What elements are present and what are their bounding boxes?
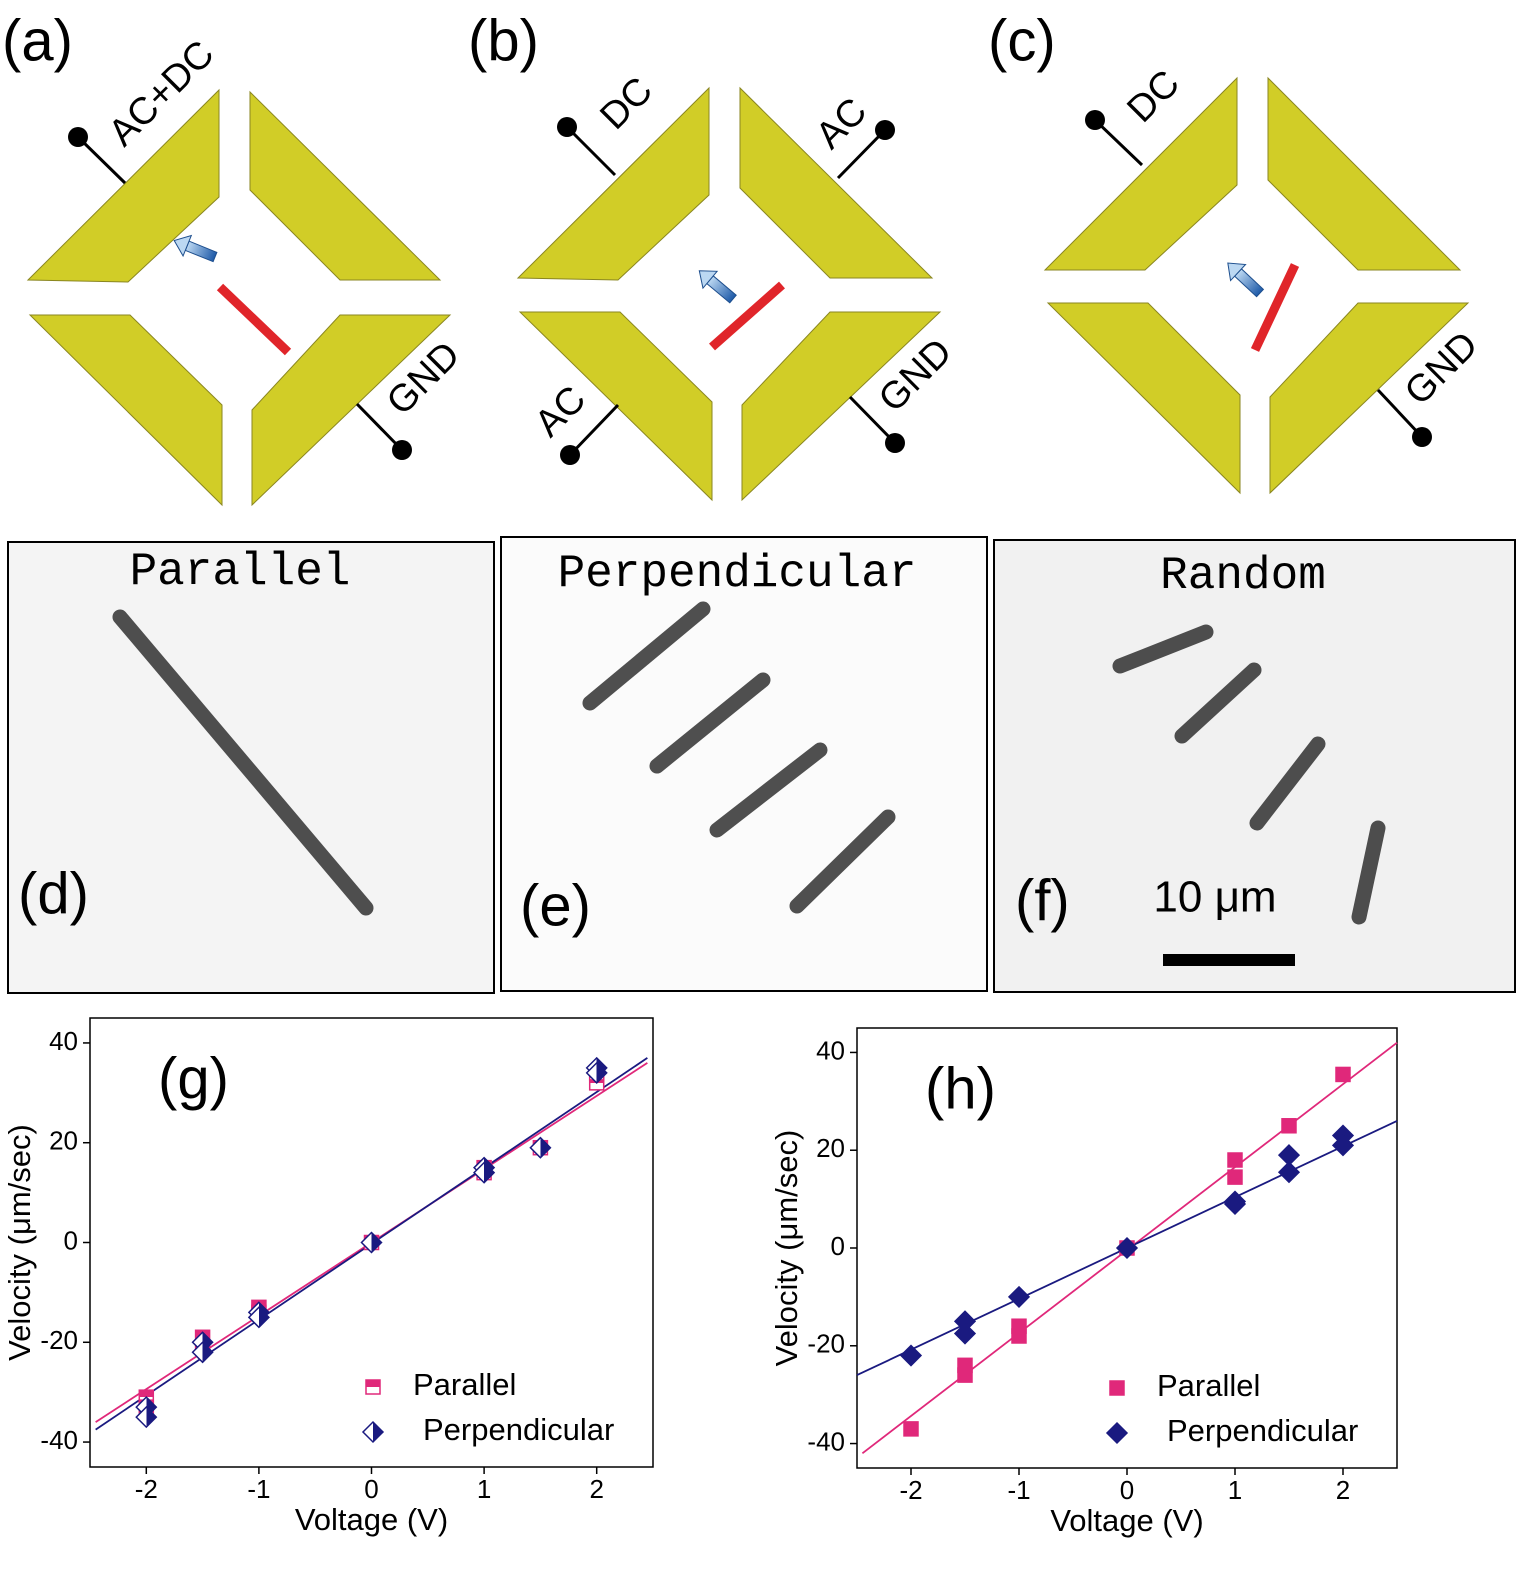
micrograph-e: Perpendicular (e) xyxy=(500,536,988,992)
x-axis-label: Voltage (V) xyxy=(1050,1503,1203,1538)
diagram-b: (b) DC AC AC GND xyxy=(468,8,960,502)
point xyxy=(953,1322,977,1345)
point xyxy=(473,1161,496,1184)
chart: -2 -1 0 1 2 -40 -20 0 20 40 Voltage (V) Velocity (μ… xyxy=(769,1027,1398,1538)
point xyxy=(903,1421,919,1437)
scale-bar-label: 10 μm xyxy=(1153,873,1276,922)
y-tick-label: -20 xyxy=(807,1329,845,1359)
point xyxy=(899,1344,923,1367)
point xyxy=(247,1306,270,1329)
legend-label: Perpendicular xyxy=(1167,1413,1358,1448)
point xyxy=(1277,1161,1301,1184)
y-tick-label: -40 xyxy=(40,1425,78,1455)
panel-label: (b) xyxy=(468,8,539,73)
x-tick-label: 2 xyxy=(1336,1475,1350,1505)
y-tick-label: 20 xyxy=(49,1126,78,1156)
panel-label: (a) xyxy=(2,8,73,73)
point xyxy=(191,1341,214,1364)
point xyxy=(957,1367,973,1383)
micrograph-title: Random xyxy=(1160,550,1326,602)
x-tick-label: 2 xyxy=(589,1474,603,1504)
point xyxy=(1331,1134,1355,1157)
panel-label: (c) xyxy=(988,8,1056,73)
y-tick-label: -40 xyxy=(807,1426,845,1456)
x-axis-label: Voltage (V) xyxy=(295,1502,448,1537)
point xyxy=(1227,1169,1243,1185)
legend-label: Parallel xyxy=(1157,1368,1260,1403)
y-tick-label: 40 xyxy=(816,1035,845,1065)
legend-marker xyxy=(361,1420,385,1444)
y-tick-label: 20 xyxy=(816,1133,845,1163)
point xyxy=(529,1136,552,1159)
legend-marker xyxy=(365,1379,381,1395)
point xyxy=(1227,1152,1243,1168)
diagram-c: (c) DC GND xyxy=(988,8,1486,495)
diagram-a: (a) AC+DC GND xyxy=(2,8,468,507)
x-tick-label: -1 xyxy=(1007,1475,1030,1505)
chart: -2 -1 0 1 2 -40 -20 0 20 40 Voltage (V) Velocity (μ… xyxy=(2,1017,654,1537)
point xyxy=(1115,1236,1139,1260)
micrograph-title: Parallel xyxy=(130,546,351,598)
x-tick-label: 0 xyxy=(1120,1475,1134,1505)
y-tick-label: 0 xyxy=(64,1225,78,1255)
micrograph-title: Perpendicular xyxy=(558,548,917,600)
panel-label: (d) xyxy=(18,861,89,926)
y-tick-label: 40 xyxy=(49,1026,78,1056)
terminal-label: DC xyxy=(1119,62,1188,131)
x-tick-label: -2 xyxy=(135,1474,158,1504)
panel-label: (h) xyxy=(925,1056,996,1121)
micrograph-d: Parallel (d) xyxy=(7,541,495,994)
point xyxy=(585,1061,608,1084)
x-tick-label: 0 xyxy=(364,1474,378,1504)
panel-label: (f) xyxy=(1015,868,1070,933)
point xyxy=(135,1406,158,1429)
panel-label: (e) xyxy=(520,873,591,938)
terminal-label: AC xyxy=(527,378,594,445)
point xyxy=(1335,1066,1351,1083)
terminal-label: AC xyxy=(808,90,875,157)
scale-bar xyxy=(1163,954,1295,966)
terminal-label: DC xyxy=(592,69,661,138)
x-tick-label: 1 xyxy=(1228,1475,1242,1505)
x-tick-label: -1 xyxy=(247,1474,270,1504)
legend-label: Perpendicular xyxy=(423,1412,614,1447)
legend-marker xyxy=(1109,1380,1125,1396)
micrograph-f: Random (f) 10 μm xyxy=(993,539,1516,993)
y-tick-label: 0 xyxy=(831,1231,845,1261)
y-axis-label: Velocity (μm/sec) xyxy=(2,1124,37,1361)
x-tick-label: 1 xyxy=(477,1474,491,1504)
point xyxy=(1007,1285,1031,1308)
x-tick-label: -2 xyxy=(899,1475,922,1505)
point xyxy=(1011,1328,1027,1344)
panel-label: (g) xyxy=(158,1046,229,1111)
point xyxy=(1281,1118,1297,1134)
legend-label: Parallel xyxy=(413,1367,516,1402)
point xyxy=(360,1231,383,1254)
y-axis-label: Velocity (μm/sec) xyxy=(769,1130,804,1367)
legend-marker xyxy=(1105,1421,1129,1445)
y-tick-label: -20 xyxy=(40,1325,78,1355)
point xyxy=(1223,1190,1247,1213)
